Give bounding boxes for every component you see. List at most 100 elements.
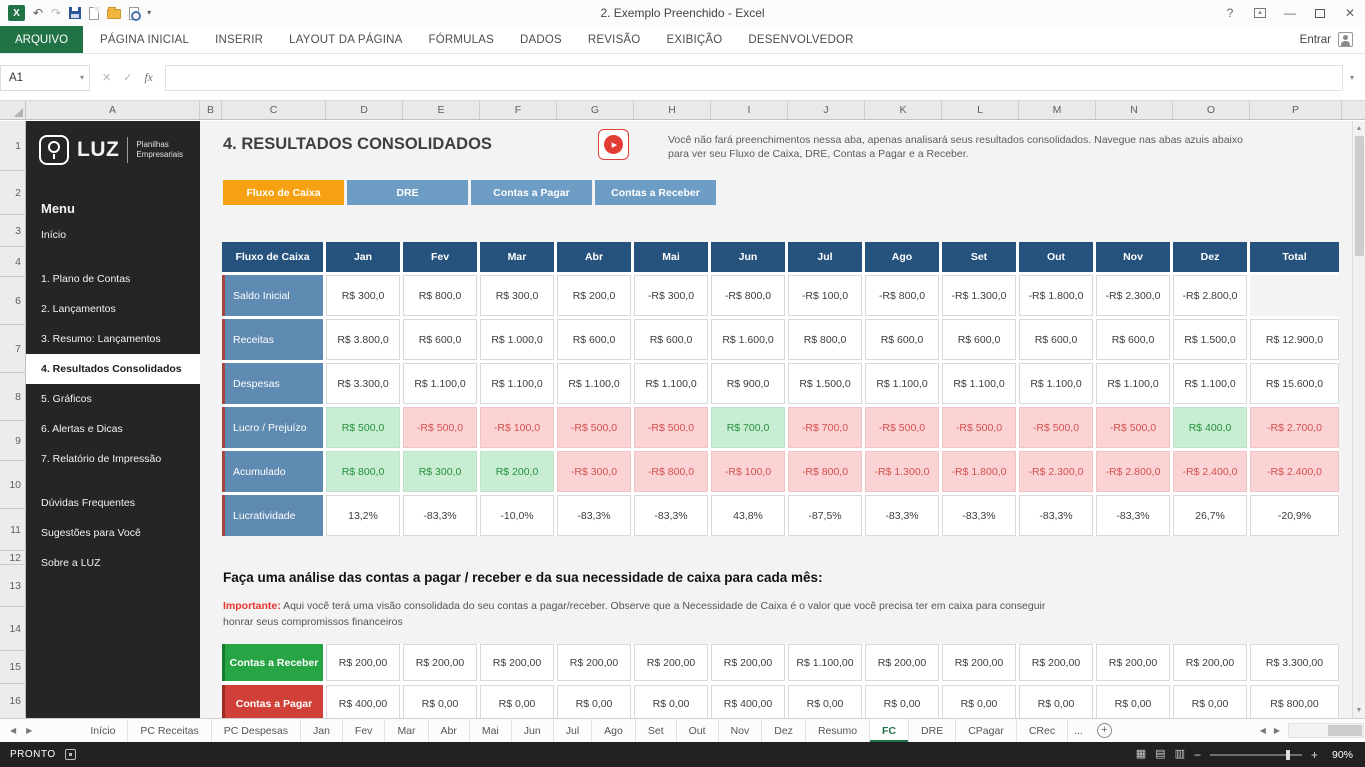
row-header-12[interactable]: 12 xyxy=(0,551,26,565)
cell-despesas-mar[interactable]: R$ 1.100,0 xyxy=(480,363,554,404)
cell-saldo-inicial-mai[interactable]: -R$ 300,0 xyxy=(634,275,708,316)
column-header-j[interactable]: J xyxy=(788,101,865,119)
cell-contas-a-pagar-jan[interactable]: R$ 400,00 xyxy=(326,685,400,718)
formula-bar-expand-icon[interactable]: ▾ xyxy=(1349,73,1354,82)
row-header-7[interactable]: 7 xyxy=(0,325,26,373)
column-header-l[interactable]: L xyxy=(942,101,1019,119)
cell-contas-a-pagar-mai[interactable]: R$ 0,00 xyxy=(634,685,708,718)
cell-lucratividade-mai[interactable]: -83,3% xyxy=(634,495,708,536)
cell-acumulado-fev[interactable]: R$ 300,0 xyxy=(403,451,477,492)
cell-contas-a-pagar-dez[interactable]: R$ 0,00 xyxy=(1173,685,1247,718)
cashflow-header-abr[interactable]: Abr xyxy=(557,242,631,272)
cell-receitas-jul[interactable]: R$ 800,0 xyxy=(788,319,862,360)
scroll-down-icon[interactable]: ▼ xyxy=(1355,707,1363,714)
sheet-tab-dez[interactable]: Dez xyxy=(762,719,806,742)
cell-lucro-prejuizo-total[interactable]: -R$ 2.700,0 xyxy=(1250,407,1339,448)
macro-record-icon[interactable] xyxy=(64,749,76,760)
cell-lucratividade-dez[interactable]: 26,7% xyxy=(1173,495,1247,536)
redo-icon[interactable]: ↷ xyxy=(51,6,62,20)
column-header-m[interactable]: M xyxy=(1019,101,1096,119)
cell-lucro-prejuizo-mai[interactable]: -R$ 500,0 xyxy=(634,407,708,448)
sheet-tab-fc[interactable]: FC xyxy=(870,719,910,742)
cell-saldo-inicial-mar[interactable]: R$ 300,0 xyxy=(480,275,554,316)
row-header-4[interactable]: 4 xyxy=(0,247,26,277)
column-header-f[interactable]: F xyxy=(480,101,557,119)
cell-receitas-jan[interactable]: R$ 3.800,0 xyxy=(326,319,400,360)
cell-despesas-set[interactable]: R$ 1.100,0 xyxy=(942,363,1016,404)
cell-lucro-prejuizo-dez[interactable]: R$ 400,0 xyxy=(1173,407,1247,448)
cell-despesas-ago[interactable]: R$ 1.100,0 xyxy=(865,363,939,404)
row-header-2[interactable]: 2 xyxy=(0,171,26,215)
cell-contas-a-pagar-set[interactable]: R$ 0,00 xyxy=(942,685,1016,718)
cell-acumulado-dez[interactable]: -R$ 2.400,0 xyxy=(1173,451,1247,492)
cell-despesas-jan[interactable]: R$ 3.300,0 xyxy=(326,363,400,404)
minimize-button[interactable]: — xyxy=(1284,6,1296,20)
cell-contas-a-receber-nov[interactable]: R$ 200,00 xyxy=(1096,644,1170,681)
sheet-tab-pc-receitas[interactable]: PC Receitas xyxy=(128,719,212,742)
horizontal-scrollbar-thumb[interactable] xyxy=(1328,725,1362,736)
cell-acumulado-ago[interactable]: -R$ 1.300,0 xyxy=(865,451,939,492)
cell-saldo-inicial-jul[interactable]: -R$ 100,0 xyxy=(788,275,862,316)
cell-contas-a-pagar-nov[interactable]: R$ 0,00 xyxy=(1096,685,1170,718)
cell-receitas-mai[interactable]: R$ 600,0 xyxy=(634,319,708,360)
sheet-tab-abr[interactable]: Abr xyxy=(429,719,470,742)
zoom-slider-thumb[interactable] xyxy=(1285,749,1290,760)
cell-acumulado-abr[interactable]: -R$ 300,0 xyxy=(557,451,631,492)
cell-lucratividade-set[interactable]: -83,3% xyxy=(942,495,1016,536)
ribbon-display-options-button[interactable]: ▴ xyxy=(1245,0,1275,26)
cell-contas-a-receber-jun[interactable]: R$ 200,00 xyxy=(711,644,785,681)
sheet-tab-ago[interactable]: Ago xyxy=(592,719,636,742)
cell-contas-a-pagar-ago[interactable]: R$ 0,00 xyxy=(865,685,939,718)
row-header-6[interactable]: 6 xyxy=(0,277,26,325)
nav-button-fluxo-de-caixa[interactable]: Fluxo de Caixa xyxy=(223,180,344,205)
sheet-tab-set[interactable]: Set xyxy=(636,719,677,742)
cell-contas-a-pagar-total[interactable]: R$ 800,00 xyxy=(1250,685,1339,718)
column-header-k[interactable]: K xyxy=(865,101,942,119)
cell-despesas-dez[interactable]: R$ 1.100,0 xyxy=(1173,363,1247,404)
cell-lucratividade-jun[interactable]: 43,8% xyxy=(711,495,785,536)
sheet-scroll-right-icon[interactable]: ▶ xyxy=(26,726,33,735)
ribbon-tab-layout-da-pagina[interactable]: LAYOUT DA PÁGINA xyxy=(289,33,403,46)
column-header-d[interactable]: D xyxy=(326,101,403,119)
cell-receitas-dez[interactable]: R$ 1.500,0 xyxy=(1173,319,1247,360)
row-header-9[interactable]: 9 xyxy=(0,421,26,461)
column-header-e[interactable]: E xyxy=(403,101,480,119)
cell-lucratividade-out[interactable]: -83,3% xyxy=(1019,495,1093,536)
cell-receitas-total[interactable]: R$ 12.900,0 xyxy=(1250,319,1339,360)
column-header-o[interactable]: O xyxy=(1173,101,1250,119)
ribbon-tab-formulas[interactable]: FÓRMULAS xyxy=(428,33,495,46)
cell-contas-a-receber-jul[interactable]: R$ 1.100,00 xyxy=(788,644,862,681)
sheet-tab-inicio[interactable]: Início xyxy=(78,719,129,742)
excel-app-icon[interactable]: X xyxy=(8,5,25,21)
column-header-h[interactable]: H xyxy=(634,101,711,119)
cell-despesas-jun[interactable]: R$ 900,0 xyxy=(711,363,785,404)
cell-lucro-prejuizo-ago[interactable]: -R$ 500,0 xyxy=(865,407,939,448)
cell-lucratividade-fev[interactable]: -83,3% xyxy=(403,495,477,536)
cell-contas-a-pagar-mar[interactable]: R$ 0,00 xyxy=(480,685,554,718)
row-label-saldo-inicial[interactable]: Saldo Inicial xyxy=(222,275,323,316)
cashflow-header-dez[interactable]: Dez xyxy=(1173,242,1247,272)
sidebar-item-6-alertas-e-dicas[interactable]: 6. Alertas e Dicas xyxy=(41,423,123,435)
normal-view-icon[interactable]: ▦ xyxy=(1135,748,1147,760)
ribbon-tab-exibicao[interactable]: EXIBIÇÃO xyxy=(666,33,723,46)
cell-contas-a-receber-jan[interactable]: R$ 200,00 xyxy=(326,644,400,681)
cell-lucro-prejuizo-jun[interactable]: R$ 700,0 xyxy=(711,407,785,448)
column-header-i[interactable]: I xyxy=(711,101,788,119)
sign-in[interactable]: Entrar xyxy=(1300,26,1365,53)
sheet-tab-jul[interactable]: Jul xyxy=(554,719,593,742)
vertical-scrollbar[interactable]: ▲ ▼ xyxy=(1352,121,1365,718)
cashflow-header-total[interactable]: Total xyxy=(1250,242,1339,272)
cell-receitas-fev[interactable]: R$ 600,0 xyxy=(403,319,477,360)
column-header-c[interactable]: C xyxy=(222,101,326,119)
sheet-tab-jan[interactable]: Jan xyxy=(301,719,343,742)
cell-contas-a-receber-ago[interactable]: R$ 200,00 xyxy=(865,644,939,681)
column-header-n[interactable]: N xyxy=(1096,101,1173,119)
cell-contas-a-pagar-jun[interactable]: R$ 400,00 xyxy=(711,685,785,718)
column-header-g[interactable]: G xyxy=(557,101,634,119)
sidebar-item-2-lancamentos[interactable]: 2. Lançamentos xyxy=(41,303,116,315)
cell-contas-a-pagar-jul[interactable]: R$ 0,00 xyxy=(788,685,862,718)
row-header-3[interactable]: 3 xyxy=(0,215,26,247)
sidebar-item-7-relatorio-de-impressao[interactable]: 7. Relatório de Impressão xyxy=(41,453,162,465)
cell-despesas-jul[interactable]: R$ 1.500,0 xyxy=(788,363,862,404)
maximize-button[interactable] xyxy=(1305,0,1335,26)
